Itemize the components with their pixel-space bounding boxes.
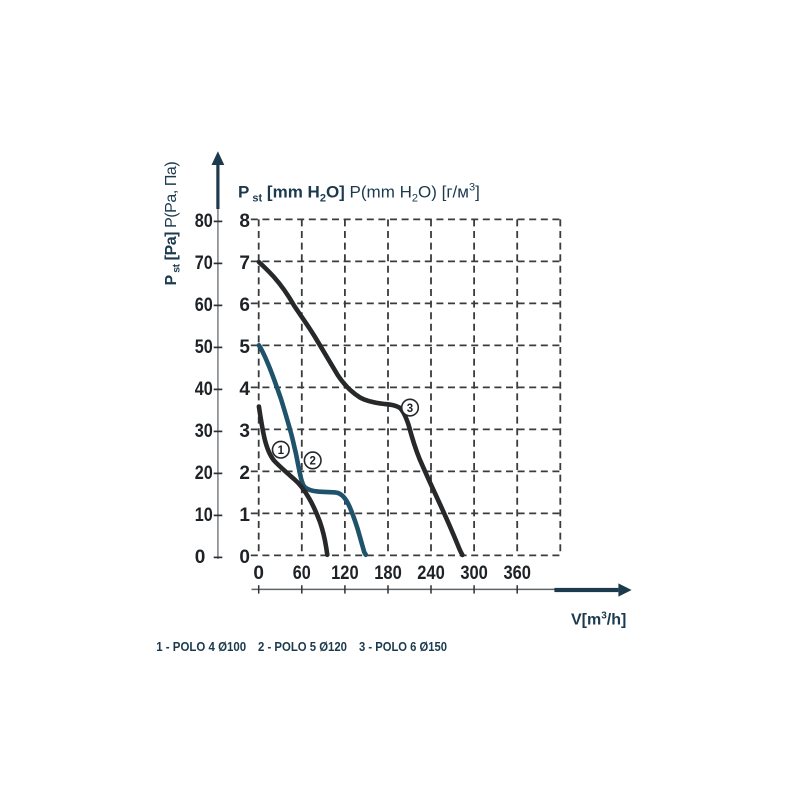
svg-text:80: 80 — [195, 211, 213, 232]
svg-text:20: 20 — [195, 463, 213, 484]
svg-text:50: 50 — [195, 337, 213, 358]
svg-text:3: 3 — [407, 403, 413, 415]
svg-text:P st [mm H2O] P(mm H2O) [г/м3]: P st [mm H2O] P(mm H2O) [г/м3] — [238, 182, 480, 205]
svg-text:60: 60 — [195, 295, 213, 316]
svg-text:1: 1 — [278, 445, 285, 457]
svg-text:0: 0 — [239, 547, 250, 568]
svg-text:6: 6 — [239, 295, 250, 316]
svg-text:0: 0 — [195, 547, 206, 568]
svg-text:3: 3 — [239, 421, 250, 442]
svg-text:5: 5 — [239, 337, 250, 358]
svg-text:8: 8 — [239, 211, 250, 232]
svg-text:300: 300 — [460, 563, 488, 584]
svg-text:4: 4 — [239, 379, 250, 400]
svg-text:360: 360 — [503, 563, 531, 584]
svg-text:2 - POLO 5 Ø120: 2 - POLO 5 Ø120 — [258, 639, 347, 654]
svg-text:1: 1 — [239, 505, 250, 526]
svg-text:120: 120 — [331, 563, 359, 584]
svg-text:V[m3/h]: V[m3/h] — [571, 611, 626, 629]
svg-text:2: 2 — [239, 463, 250, 484]
svg-text:0: 0 — [253, 563, 264, 584]
svg-text:70: 70 — [195, 253, 213, 274]
svg-text:40: 40 — [195, 379, 213, 400]
svg-text:P st [Pa] P(Pa, Па): P st [Pa] P(Pa, Па) — [163, 162, 183, 286]
svg-text:10: 10 — [195, 505, 213, 526]
svg-text:180: 180 — [374, 563, 402, 584]
svg-text:2: 2 — [309, 456, 315, 468]
svg-text:60: 60 — [293, 563, 311, 584]
svg-text:30: 30 — [195, 421, 213, 442]
svg-text:240: 240 — [417, 563, 445, 584]
svg-text:1 - POLO 4 Ø100: 1 - POLO 4 Ø100 — [156, 639, 246, 654]
svg-text:3 - POLO 6 Ø150: 3 - POLO 6 Ø150 — [359, 639, 447, 654]
svg-text:7: 7 — [239, 253, 250, 274]
